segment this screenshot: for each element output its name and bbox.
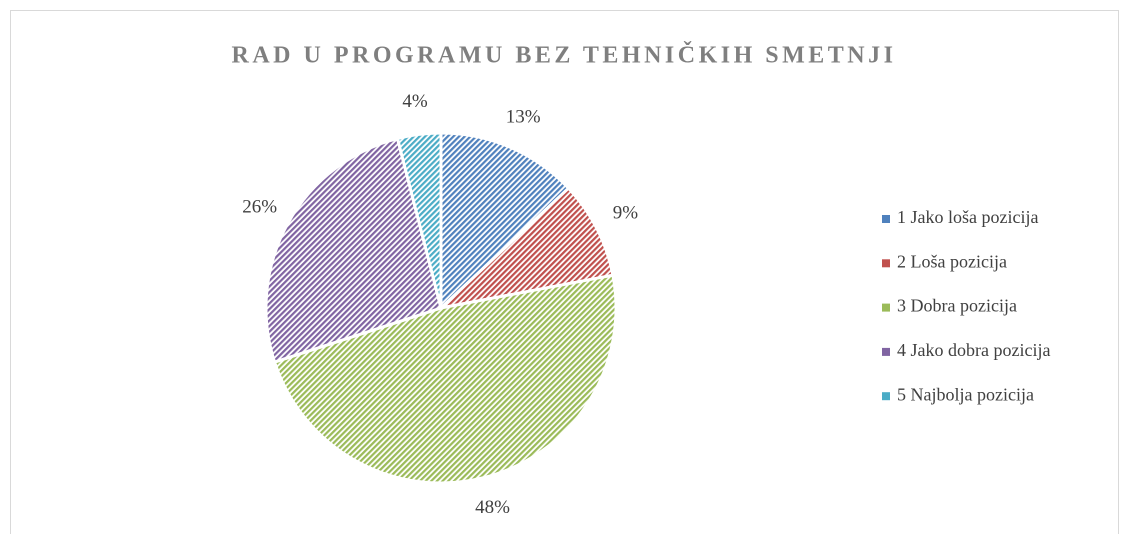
pie-slice — [439, 131, 571, 312]
legend-swatch — [882, 259, 890, 268]
pie-slice — [272, 273, 618, 485]
chart-title: RAD U PROGRAMU BEZ TEHNIČKIH SMETNJI — [232, 42, 897, 69]
legend-label: 1 Jako loša pozicija — [897, 207, 1038, 227]
legend-label: 3 Dobra pozicija — [897, 296, 1017, 316]
data-label: 9% — [613, 202, 639, 223]
legend-swatch — [882, 392, 890, 401]
legend-swatch — [882, 215, 890, 223]
pie-slice — [264, 136, 443, 364]
legend-swatch — [882, 347, 890, 356]
data-label: 4% — [402, 91, 428, 112]
pie-slice — [436, 186, 615, 311]
pie-slice — [395, 131, 443, 309]
legend-label: 2 Loša pozicija — [897, 251, 1007, 271]
legend-swatch — [882, 303, 890, 312]
data-label: 48% — [475, 497, 510, 518]
legend-label: 4 Jako dobra pozicija — [897, 340, 1050, 360]
data-label: 13% — [506, 106, 541, 127]
legend-label: 5 Najbolja pozicija — [897, 384, 1034, 404]
data-label: 26% — [242, 197, 277, 218]
